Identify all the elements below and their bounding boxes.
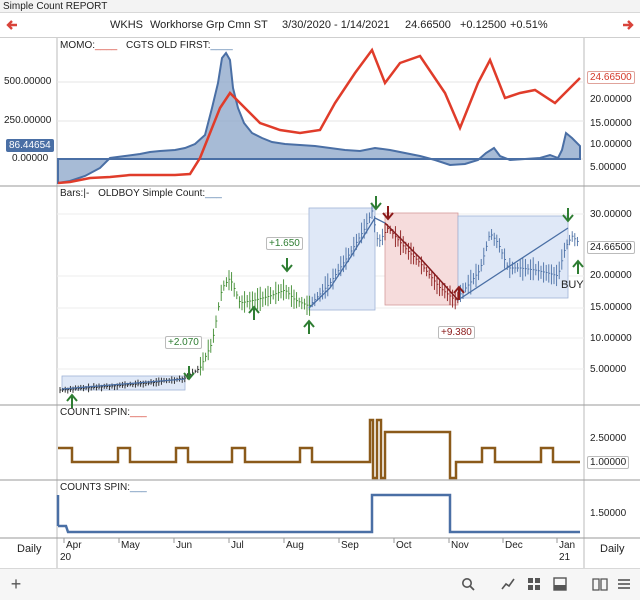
period-right[interactable]: Daily (600, 543, 625, 555)
month-jan: Jan (559, 540, 576, 551)
momo-right-tag: 24.66500 (587, 71, 635, 84)
count1-legend: COUNT1 SPIN:___ (60, 407, 147, 418)
month-oct: Oct (396, 540, 412, 551)
momo-right-tick-15: 15.00000 (590, 118, 632, 129)
last-price: 24.66500 (405, 19, 451, 31)
range-box-4 (457, 215, 569, 299)
bars-right-tick-15: 15.00000 (590, 302, 632, 313)
price-change-percent: +0.51% (510, 19, 548, 31)
grid-icon[interactable] (524, 575, 544, 593)
period-left[interactable]: Daily (17, 543, 42, 555)
momo-area (57, 51, 581, 185)
window-title: Simple Count REPORT (3, 1, 108, 12)
price-change: +0.12500 (460, 19, 507, 31)
bars-right-tick-20: 20.00000 (590, 270, 632, 281)
bars-legend: Bars:|- OLDBOY Simple Count:___ (60, 188, 222, 199)
month-sep: Sep (341, 540, 359, 551)
menu-icon[interactable] (614, 575, 634, 593)
symbol: WKHS (110, 19, 143, 31)
month-jul: Jul (231, 540, 244, 551)
month-jun: Jun (176, 540, 193, 551)
momo-left-tick-250: 250.00000 (4, 115, 52, 126)
search-icon[interactable] (458, 575, 478, 593)
book-icon[interactable] (590, 575, 610, 593)
month-apr: Apr (66, 540, 82, 551)
momo-right-tick-5: 5.00000 (590, 162, 627, 173)
month-may: May (121, 540, 140, 551)
cgts-line (57, 47, 581, 185)
annotation-gain-3: +9.380 (438, 326, 475, 339)
range-box-2 (308, 207, 376, 311)
window-title-bar: Simple Count REPORT (0, 0, 640, 13)
count1-right-tick: 2.50000 (590, 433, 627, 444)
count3-line (58, 493, 580, 534)
forward-arrow-icon[interactable] (620, 17, 636, 33)
panel-icon[interactable] (550, 575, 570, 593)
momo-left-tick-0: 0.00000 (12, 153, 49, 164)
add-icon[interactable]: + (10, 574, 22, 594)
count1-line (58, 418, 580, 480)
company-name: Workhorse Grp Cmn ST (150, 19, 268, 31)
momo-right-tick-10: 10.00000 (590, 139, 632, 150)
month-aug: Aug (286, 540, 304, 551)
momo-legend: MOMO:____ CGTS OLD FIRST:____ (60, 40, 233, 51)
momo-left-tick-500: 500.00000 (4, 76, 52, 87)
bottom-toolbar: + (0, 568, 640, 600)
count3-legend: COUNT3 SPIN:___ (60, 482, 147, 493)
bars-right-tick-30: 30.00000 (590, 209, 632, 220)
momo-left-tag: 86.44654 (6, 139, 54, 152)
quote-header: WKHS Workhorse Grp Cmn ST 3/30/2020 - 1/… (0, 14, 640, 38)
bars-right-tag: 24.66500 (587, 241, 635, 254)
trend-line-icon[interactable] (498, 575, 518, 593)
count1-right-tag: 1.00000 (587, 456, 630, 469)
bars-right-tick-10: 10.00000 (590, 333, 632, 344)
momo-right-tick-20: 20.00000 (590, 94, 632, 105)
year-start: 20 (60, 552, 72, 563)
month-nov: Nov (451, 540, 469, 551)
date-range: 3/30/2020 - 1/14/2021 (282, 19, 390, 31)
annotation-gain-2: +1.650 (266, 237, 303, 250)
annotation-buy: BUY (561, 279, 584, 291)
signal-arrows (66, 196, 584, 408)
bars-right-tick-5: 5.00000 (590, 364, 627, 375)
annotation-gain-1: +2.070 (165, 336, 202, 349)
year-end: 21 (559, 552, 571, 563)
chart-canvas[interactable] (0, 38, 640, 568)
count3-right-tick: 1.50000 (590, 508, 627, 519)
back-arrow-icon[interactable] (4, 17, 20, 33)
month-dec: Dec (505, 540, 523, 551)
